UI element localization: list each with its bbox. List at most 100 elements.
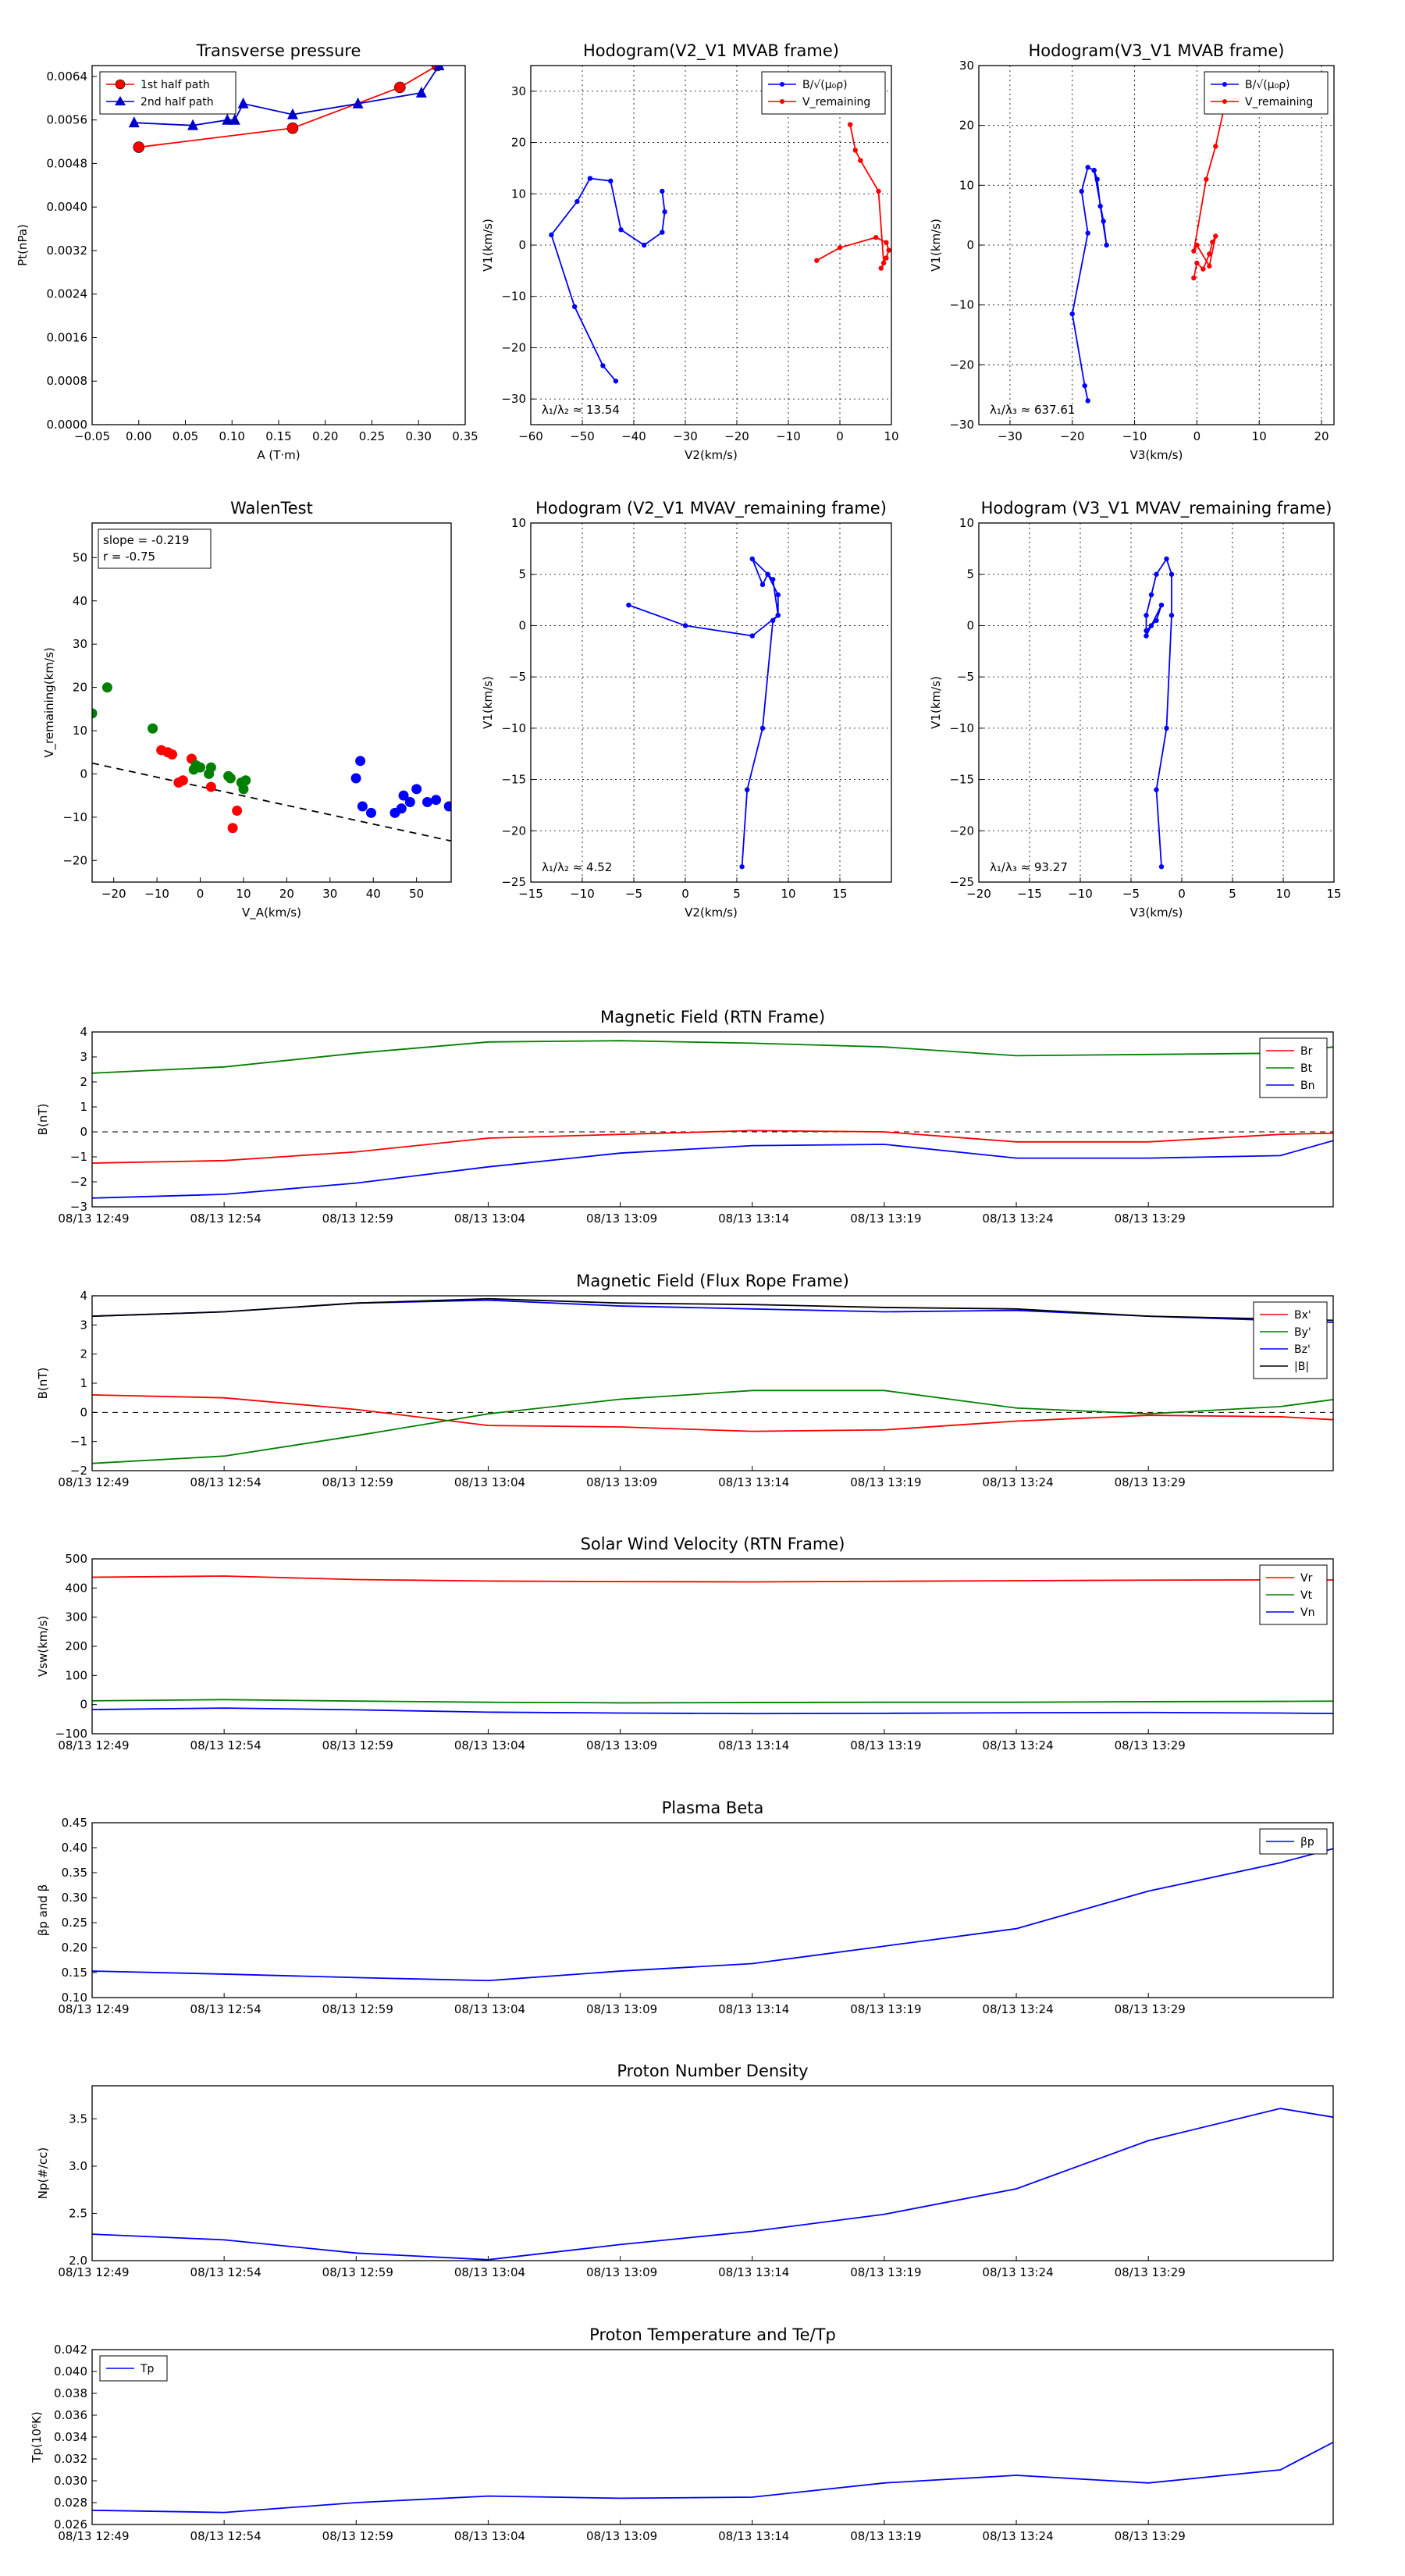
hodogram-v3-v1-mvav-panel: −20 −15 −10 −5 0 5 10 15−25−20−15−10−50510Hodog…: [929, 499, 1342, 920]
data-point: [1164, 556, 1169, 562]
y-tick-label: −10: [949, 721, 974, 735]
x-tick-label: −60: [518, 429, 543, 443]
time-tick-label: 08/13 12:59: [322, 2529, 393, 2543]
x-axis-label: V_A(km/s): [242, 906, 301, 920]
data-point: [1154, 571, 1159, 577]
y-tick-label: 3: [80, 1318, 87, 1332]
y-tick-label: −10: [501, 290, 526, 304]
x-tick-label: −10: [776, 429, 801, 443]
x-tick-label: 0.10: [219, 429, 245, 443]
data-point: [1194, 260, 1200, 266]
solar-wind-velocity-title: Solar Wind Velocity (RTN Frame): [581, 1535, 845, 1553]
data-point: [660, 229, 665, 235]
y-tick-label: 0: [80, 767, 87, 781]
time-tick-label: 08/13 13:09: [586, 2265, 657, 2279]
y-tick-label: 0: [518, 238, 526, 252]
y-tick-label: 2: [80, 1075, 87, 1089]
y-tick-label: 20: [959, 119, 974, 133]
series-line-vr: [92, 1575, 1333, 1583]
data-point: [587, 176, 593, 181]
hodogram-v2-v1-mvab-legend: B/√(μ₀ρ) V_remaining: [761, 71, 886, 115]
data-point: [852, 148, 859, 153]
legend-marker: [1222, 82, 1227, 87]
data-point: [626, 602, 631, 608]
time-tick-label: 08/13 12:49: [58, 1212, 129, 1226]
data-point: [187, 119, 199, 130]
y-tick-label: 0.0008: [47, 374, 88, 388]
time-tick-label: 08/13 12:54: [190, 2265, 261, 2279]
time-tick-label: 08/13 12:49: [58, 2265, 129, 2279]
data-point: [745, 787, 750, 792]
data-point: [749, 556, 755, 562]
time-tick-label: 08/13 13:24: [982, 2265, 1053, 2279]
y-tick-label: 0.10: [62, 1991, 87, 2005]
x-tick-label: 0.15: [265, 429, 291, 443]
data-point: [770, 617, 776, 624]
y-tick-label: 10: [511, 187, 526, 201]
data-point: [365, 807, 376, 818]
data-point: [238, 784, 249, 795]
x-tick-label: 15: [832, 887, 847, 901]
y-axis-label: V1(km/s): [929, 219, 943, 272]
x-tick-label: −20: [724, 429, 749, 443]
time-tick-label: 08/13 13:14: [718, 1738, 789, 1752]
y-tick-label: 3.5: [69, 2112, 87, 2126]
legend-marker: [780, 82, 784, 87]
y-tick-label: 0.40: [62, 1841, 87, 1855]
x-tick-label: 10: [1252, 429, 1267, 443]
hodogram-v3-v1-mvav-frame: [978, 522, 1335, 883]
time-tick-label: 08/13 13:14: [718, 2529, 789, 2543]
y-tick-label: 5: [518, 568, 526, 582]
data-point: [1207, 263, 1212, 269]
data-point: [1210, 239, 1215, 245]
time-tick-label: 08/13 12:54: [190, 1212, 261, 1226]
legend-label: Vn: [1300, 1606, 1314, 1619]
y-tick-label: −25: [501, 875, 526, 889]
y-tick-label: 50: [73, 550, 87, 564]
data-point: [1144, 613, 1149, 618]
series-line-0: [1145, 557, 1172, 867]
magnetic-field-flux-rope-legend: Bx' By' Bz' |B|: [1253, 1301, 1328, 1379]
walen-annotation: slope = -0.219 r = -0.75: [98, 528, 212, 569]
y-tick-label: 300: [65, 1610, 87, 1624]
y-tick-label: −15: [501, 773, 526, 787]
plot-area: [92, 1848, 1333, 1982]
data-point: [411, 784, 422, 795]
time-tick-label: 08/13 13:14: [718, 2002, 789, 2016]
y-tick-label: 10: [959, 178, 974, 192]
y-tick-label: 0.0040: [47, 200, 88, 214]
time-tick-label: 08/13 13:29: [1115, 2529, 1186, 2543]
time-tick-label: 08/13 13:09: [586, 1475, 657, 1489]
data-point: [682, 623, 688, 628]
y-tick-label: 3: [80, 1050, 87, 1064]
proton-temperature-legend: Tp: [99, 2355, 168, 2382]
annotation-box: [98, 528, 212, 569]
legend-label: Bt: [1300, 1062, 1313, 1075]
x-tick-label: 0: [681, 887, 689, 901]
data-point: [574, 198, 580, 205]
hodogram-v2-v1-mvav-panel: −15 −10 −5 0 5 10 15 −25 −20 −15 −10 −5 0 5 10 Hodogram…: [481, 499, 892, 920]
plot-area: [92, 1297, 1333, 1464]
y-tick-label: 3.0: [69, 2159, 87, 2173]
time-tick-label: 08/13 13:09: [586, 1212, 657, 1226]
y-tick-label: 0.25: [62, 1916, 87, 1930]
data-point: [739, 864, 745, 870]
legend-box: [1204, 71, 1329, 115]
hodogram-v2-v1-mvav-title: Hodogram (V2_V1 MVAV_remaining frame): [535, 499, 887, 518]
time-tick-label: 08/13 13:24: [982, 2002, 1053, 2016]
series-line-vn: [92, 1707, 1333, 1715]
x-tick-label: −15: [518, 887, 543, 901]
x-tick-label: −15: [1017, 887, 1042, 901]
data-point: [613, 378, 619, 384]
data-point: [848, 122, 853, 127]
proton-temperature-panel: 08/13 12:49 08/13 12:54 08/13 12:59 08/13 1…: [30, 2325, 1334, 2543]
y-tick-label: 0.036: [54, 2408, 87, 2422]
y-tick-label: 20: [511, 136, 526, 150]
data-point: [1085, 165, 1090, 170]
y-axis-label: V1(km/s): [481, 219, 495, 272]
annotation-line: slope = -0.219: [103, 533, 189, 547]
data-point: [1144, 628, 1149, 634]
x-axis-label: V2(km/s): [685, 906, 738, 920]
x-tick-label: −20: [966, 887, 991, 901]
data-point: [618, 227, 624, 233]
